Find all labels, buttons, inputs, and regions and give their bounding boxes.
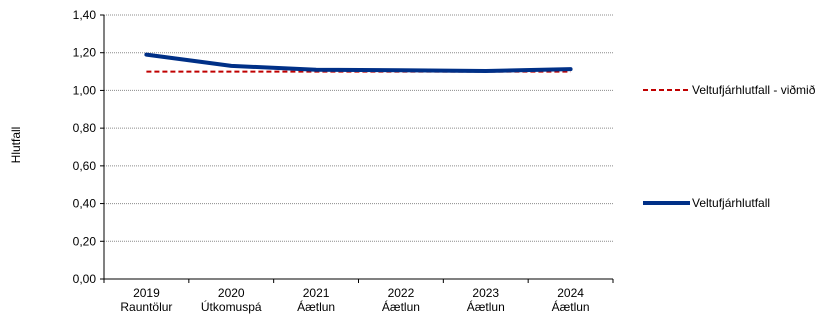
y-tick-label: 0,20 [73, 234, 97, 248]
x-tick-label-year: 2022 [388, 286, 415, 300]
series-lines [144, 52, 573, 73]
x-tick-label-year: 2023 [472, 286, 499, 300]
y-tick-labels: 0,00 0,20 0,40 0,60 0,80 1,00 1,20 1,40 [73, 8, 97, 286]
x-tick-label-year: 2024 [557, 286, 584, 300]
series-line-ratio [144, 52, 573, 73]
gridlines [104, 14, 613, 242]
y-tick-label: 0,80 [73, 121, 97, 135]
x-tick-label-year: 2021 [303, 286, 330, 300]
y-tick-label: 1,40 [73, 8, 97, 22]
x-tick-label-year: 2019 [133, 286, 160, 300]
x-tick-label-sub: Áætlun [297, 299, 335, 314]
x-tick-label-sub: Áætlun [552, 299, 590, 314]
y-tick-label: 1,00 [73, 83, 97, 97]
legend-label: Veltufjárhlutfall - viðmið [692, 83, 816, 97]
x-tick-labels: 2019Rauntölur2020Útkomuspá2021Áætlun2022… [120, 286, 589, 314]
x-tick-label-sub: Áætlun [382, 299, 420, 314]
y-tick-label: 0,60 [73, 159, 97, 173]
legend-label: Veltufjárhlutfall [692, 196, 770, 210]
axes [100, 14, 614, 283]
x-tick-label-sub: Útkomuspá [201, 299, 262, 314]
y-axis-title: Hlutfall [9, 127, 23, 164]
legend: Veltufjárhlutfall - viðmið Veltufjárhlutf… [643, 83, 816, 210]
y-tick-label: 0,00 [73, 272, 97, 286]
y-tick-label: 0,40 [73, 197, 97, 211]
x-tick-label-sub: Rauntölur [120, 300, 172, 314]
y-tick-label: 1,20 [73, 46, 97, 60]
x-tick-label-year: 2020 [218, 286, 245, 300]
x-tick-label-sub: Áætlun [467, 299, 505, 314]
